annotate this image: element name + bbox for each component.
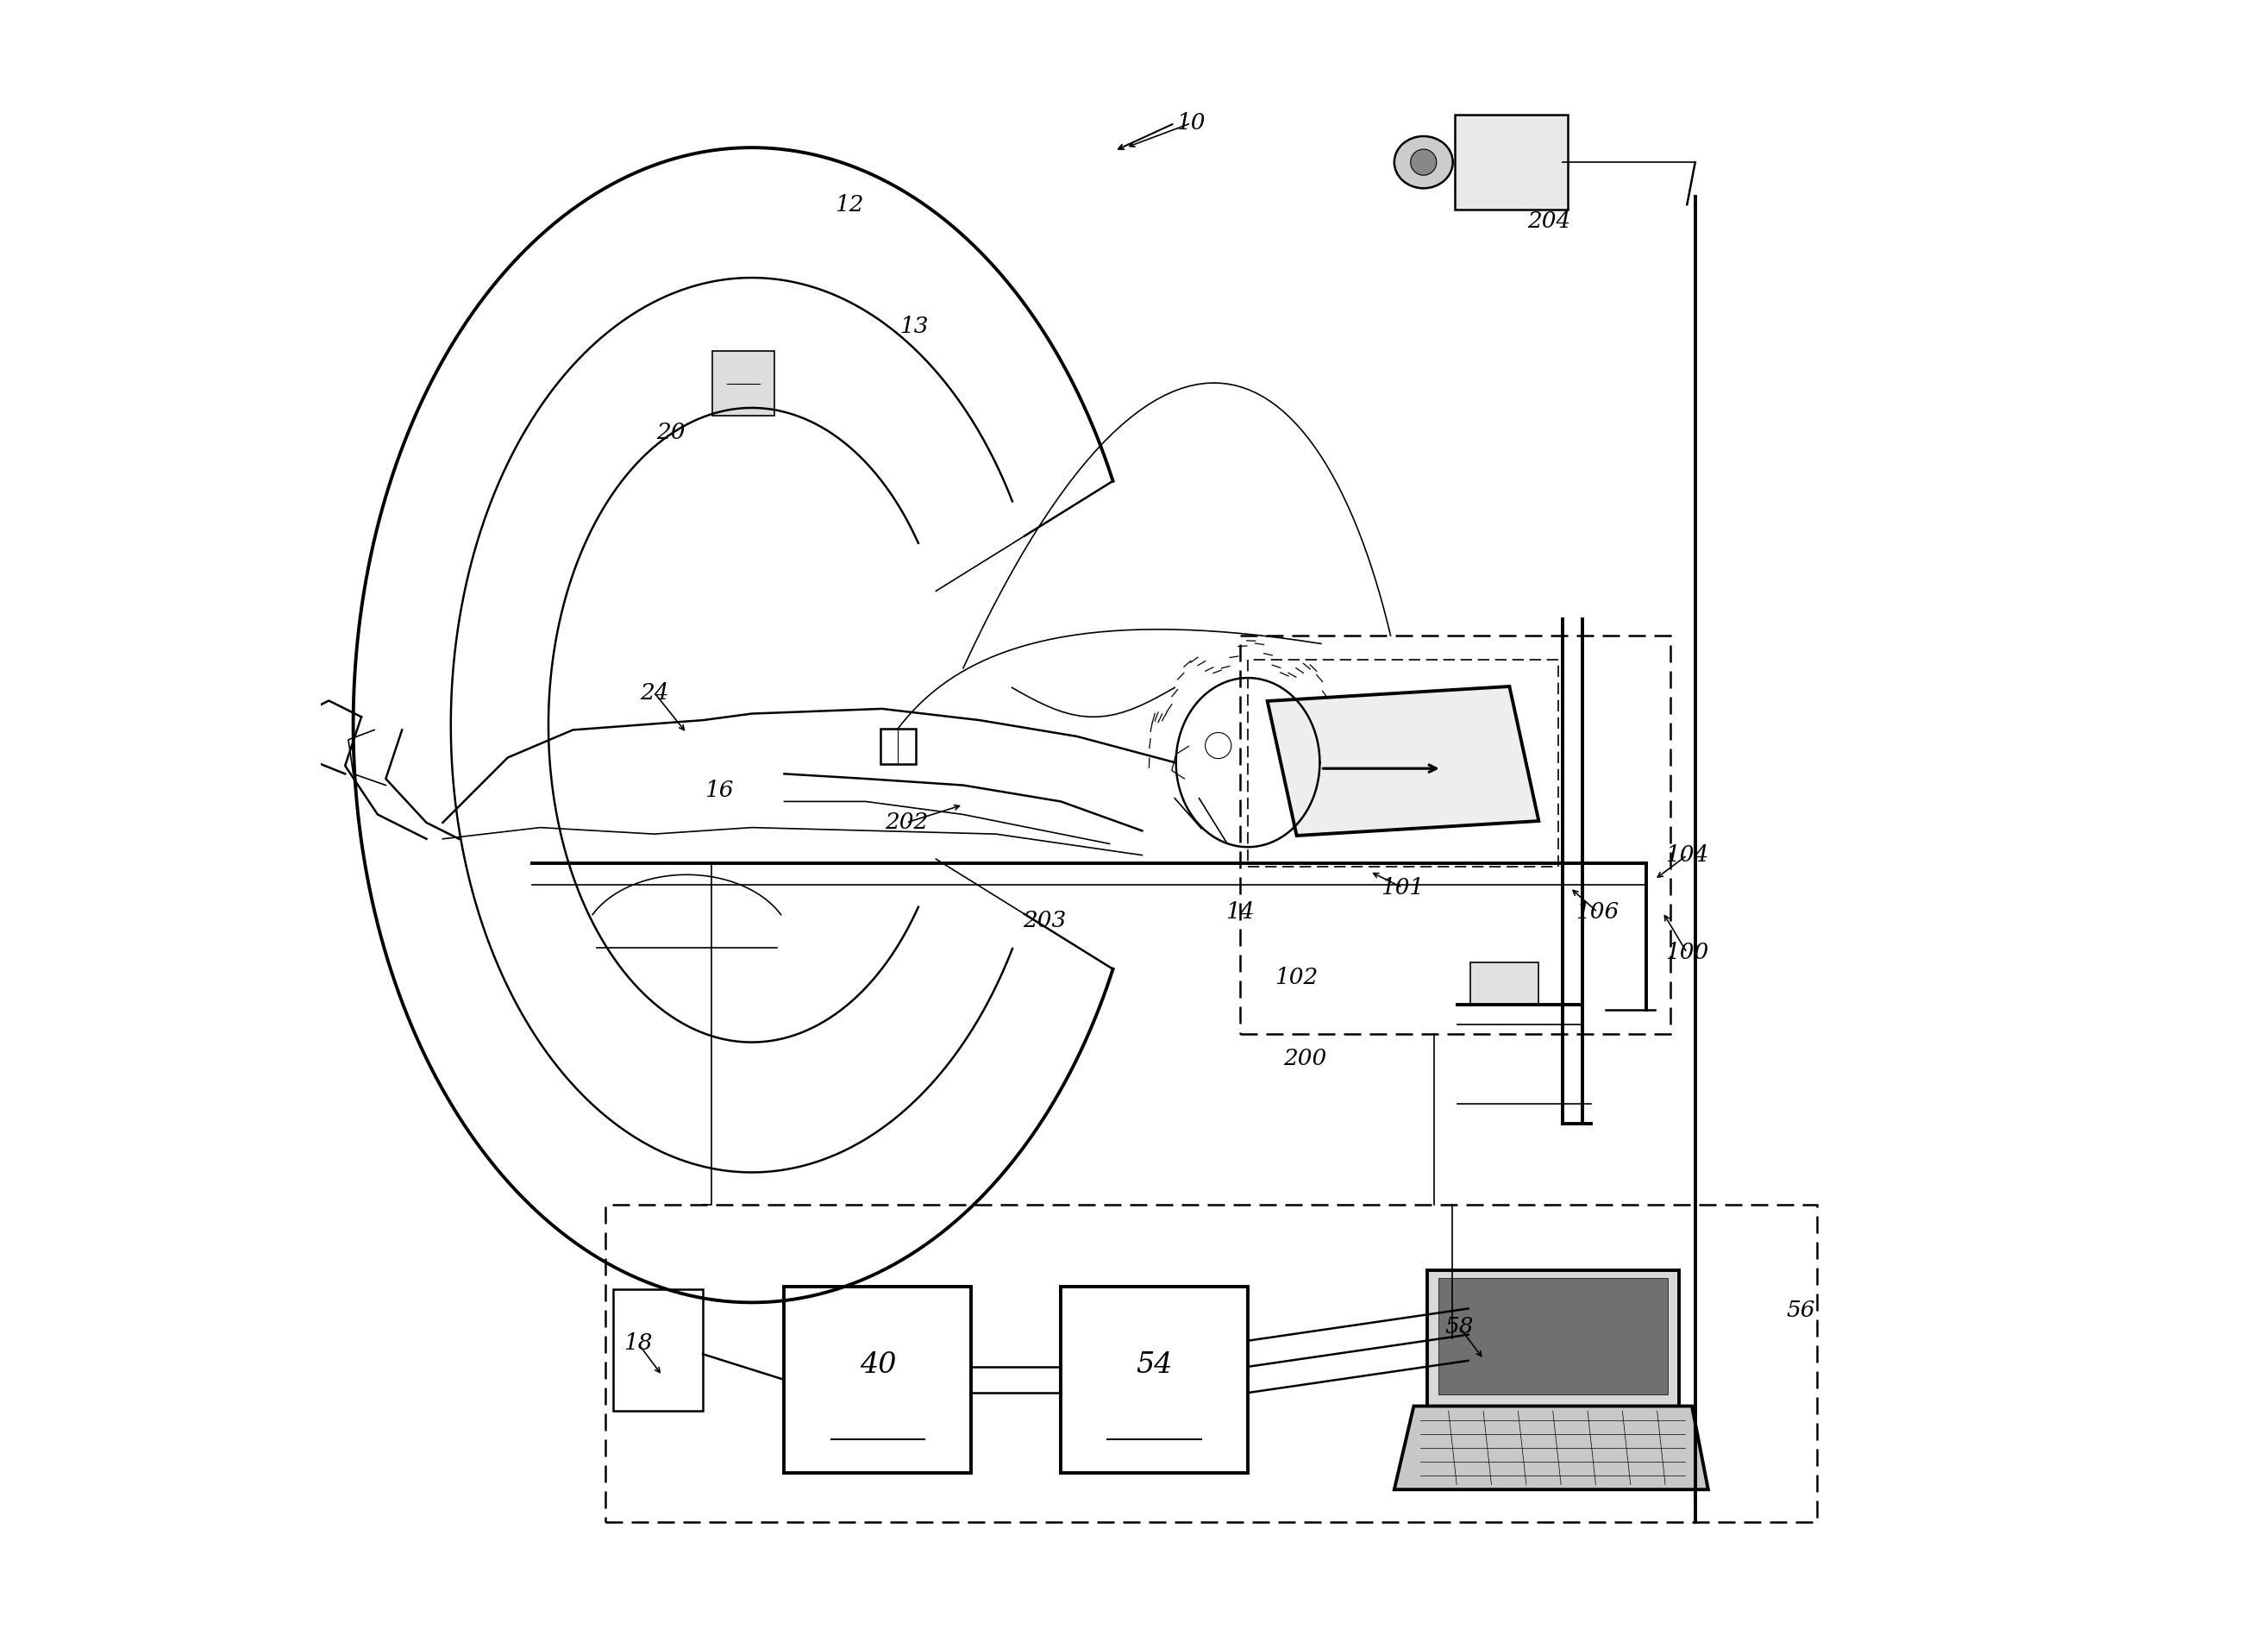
- FancyBboxPatch shape: [1454, 116, 1567, 210]
- Bar: [612, 1289, 703, 1411]
- FancyBboxPatch shape: [1470, 963, 1538, 1005]
- Text: 58: 58: [1445, 1316, 1474, 1337]
- Text: 54: 54: [1136, 1350, 1173, 1378]
- Text: 204: 204: [1526, 210, 1569, 231]
- Bar: [785, 1287, 971, 1473]
- Text: 14: 14: [1225, 901, 1254, 924]
- Text: 13: 13: [900, 316, 930, 337]
- Text: 200: 200: [1284, 1047, 1327, 1069]
- Text: 101: 101: [1381, 876, 1424, 899]
- Text: 16: 16: [705, 779, 733, 801]
- Text: 104: 104: [1665, 844, 1708, 867]
- Polygon shape: [1268, 686, 1538, 836]
- Text: 24: 24: [640, 681, 669, 704]
- Ellipse shape: [1395, 137, 1454, 189]
- Bar: [880, 728, 916, 764]
- Bar: [1241, 635, 1672, 1034]
- Text: 20: 20: [655, 422, 685, 443]
- Text: 40: 40: [860, 1350, 896, 1378]
- Polygon shape: [1395, 1406, 1708, 1489]
- Text: 106: 106: [1576, 901, 1619, 924]
- Bar: [1247, 660, 1558, 867]
- Text: 203: 203: [1023, 909, 1066, 932]
- Bar: [1061, 1287, 1247, 1473]
- Text: 56: 56: [1787, 1300, 1814, 1321]
- Bar: [1427, 1271, 1678, 1406]
- Text: 102: 102: [1275, 966, 1318, 987]
- Text: 12: 12: [835, 194, 864, 215]
- Bar: [606, 1205, 1817, 1521]
- Circle shape: [1411, 150, 1436, 176]
- Bar: [712, 350, 773, 415]
- Text: 202: 202: [885, 811, 928, 834]
- Bar: [1438, 1279, 1667, 1394]
- Text: 100: 100: [1665, 942, 1708, 963]
- Text: 10: 10: [1177, 112, 1204, 134]
- Text: 18: 18: [624, 1333, 653, 1354]
